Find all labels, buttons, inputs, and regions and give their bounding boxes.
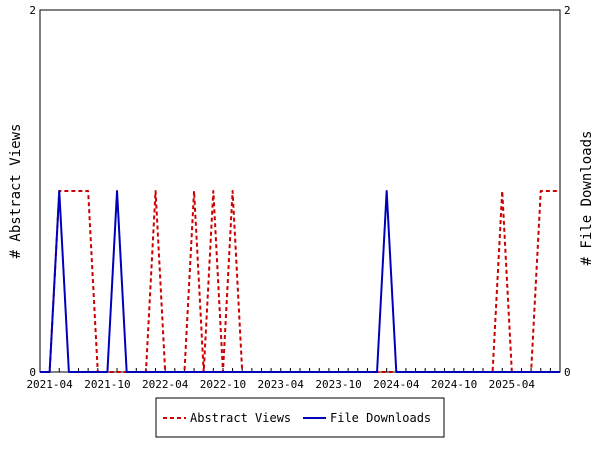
x-axis-tick-label: 2021-04 bbox=[26, 378, 73, 391]
y-left-tick-label-max: 2 bbox=[29, 4, 36, 17]
x-axis-tick-label: 2022-04 bbox=[142, 378, 189, 391]
x-axis-tick-label: 2021-10 bbox=[84, 378, 130, 391]
y-left-axis-title: # Abstract Views bbox=[8, 124, 24, 259]
x-axis-tick-label: 2024-04 bbox=[373, 378, 420, 391]
y-right-tick-label-min: 0 bbox=[564, 366, 571, 379]
x-axis-tick-labels: 2021-04 2021-10 2022-04 2022-10 2023-04 2023-… bbox=[26, 378, 535, 391]
series-lines bbox=[40, 190, 560, 373]
plot-area bbox=[39, 9, 561, 373]
x-axis-tick-label: 2023-10 bbox=[315, 378, 361, 391]
x-axis-tick-label: 2024-10 bbox=[431, 378, 477, 391]
series-line-file-downloads bbox=[40, 190, 560, 373]
x-axis-tick-label: 2025-04 bbox=[489, 378, 536, 391]
y-right-tick-label-max: 2 bbox=[564, 4, 571, 17]
legend-label-file-downloads: File Downloads bbox=[330, 411, 431, 425]
legend-box bbox=[155, 397, 445, 438]
y-right-axis-title: # File Downloads bbox=[579, 131, 595, 266]
x-axis-tick-label: 2023-04 bbox=[258, 378, 305, 391]
y-left-tick-label-min: 0 bbox=[29, 366, 36, 379]
x-axis-tick-label: 2022-10 bbox=[200, 378, 246, 391]
legend-label-abstract-views: Abstract Views bbox=[190, 411, 291, 425]
legend: Abstract Views File Downloads bbox=[155, 397, 445, 438]
